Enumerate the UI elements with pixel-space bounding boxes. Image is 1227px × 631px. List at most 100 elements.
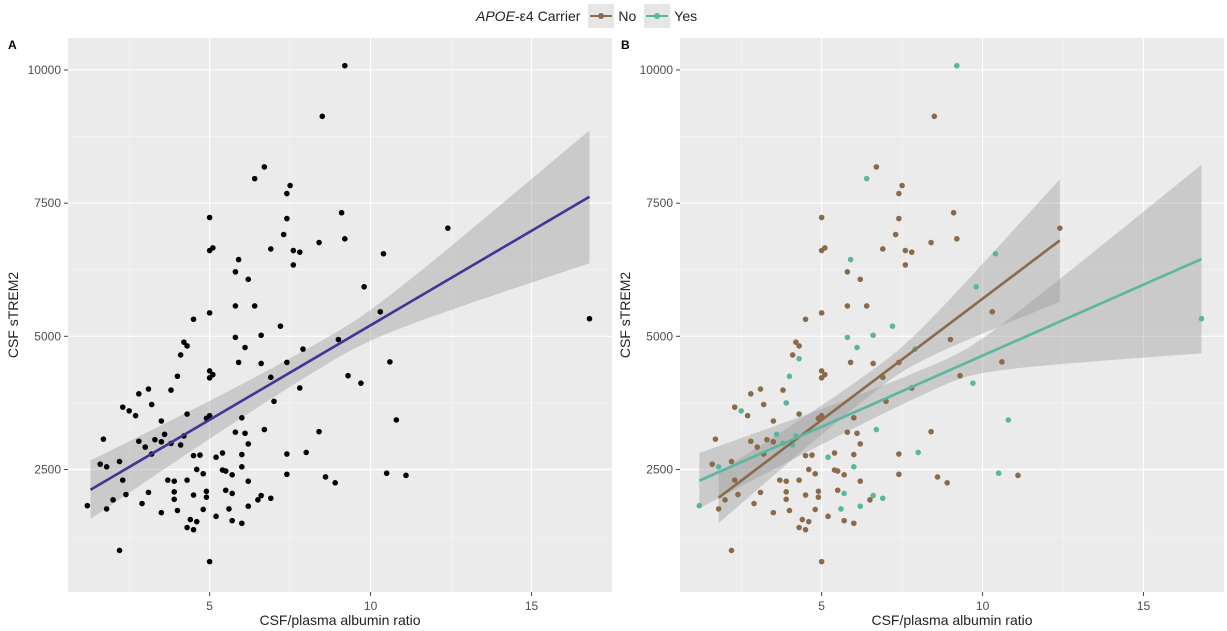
data-point-yes [863, 175, 870, 182]
data-point-all [116, 547, 123, 554]
data-point-all [206, 558, 213, 565]
data-point-no [802, 526, 809, 533]
data-point-all [232, 429, 239, 435]
data-point-all [267, 495, 274, 502]
y-axis-title: CSF sTREM2 [5, 272, 21, 359]
data-point-yes [870, 492, 876, 499]
data-point-all [242, 430, 248, 437]
data-point-all [193, 466, 200, 473]
data-point-all [184, 524, 190, 531]
data-point-all [284, 451, 290, 457]
data-point-all [103, 464, 110, 470]
y-tick-label: 5000 [646, 329, 673, 343]
data-point-all [190, 452, 197, 459]
data-point-no [793, 339, 799, 345]
data-point-all [161, 431, 168, 438]
data-point-no [802, 492, 809, 498]
y-tick-label: 10000 [640, 63, 674, 77]
data-point-no [796, 524, 802, 531]
data-point-no [1057, 225, 1063, 231]
data-point-all [258, 360, 264, 367]
legend: APOE-ε4 Carrier No Yes [476, 3, 697, 29]
data-point-all [158, 418, 165, 424]
data-point-yes [715, 464, 722, 470]
data-point-all [345, 372, 351, 379]
data-point-no [896, 190, 902, 197]
data-point-all [142, 444, 149, 450]
data-point-all [232, 269, 239, 275]
data-point-all [277, 323, 284, 329]
x-axis-title: CSF/plasma albumin ratio [259, 612, 420, 628]
data-point-no [879, 246, 886, 252]
y-axis-title: CSF sTREM2 [617, 272, 633, 359]
data-point-all [222, 487, 229, 494]
legend-title: APOE-ε4 [476, 8, 534, 24]
data-point-no [854, 430, 860, 437]
data-point-no [931, 113, 938, 120]
data-point-no [857, 276, 864, 283]
data-point-all [136, 391, 142, 397]
data-point-all [316, 428, 322, 435]
data-point-no [902, 262, 909, 268]
data-point-all [139, 500, 145, 507]
data-point-all [226, 506, 232, 512]
data-point-no [728, 458, 735, 465]
data-point-no [760, 401, 767, 408]
data-point-all [284, 190, 290, 197]
data-point-all [255, 497, 261, 503]
data-point-no [1015, 472, 1021, 479]
data-point-no [818, 247, 825, 254]
data-point-all [203, 494, 210, 500]
data-point-all [267, 246, 274, 252]
data-point-no [786, 507, 793, 514]
data-point-no [841, 472, 847, 478]
data-point-all [235, 359, 242, 366]
x-axis-title: CSF/plasma albumin ratio [871, 612, 1032, 628]
data-point-all [258, 492, 264, 499]
data-point-no [873, 164, 880, 170]
data-point-all [242, 344, 248, 351]
data-point-yes [1005, 417, 1012, 423]
data-point-all [97, 461, 103, 467]
data-point-all [184, 343, 190, 349]
data-point-all [383, 470, 390, 477]
data-point-no [896, 215, 902, 222]
data-point-all [152, 436, 158, 443]
data-point-all [239, 520, 245, 527]
data-point-all [342, 236, 348, 242]
data-point-no [783, 478, 790, 485]
data-point-yes [696, 502, 703, 509]
data-point-yes [838, 506, 844, 512]
data-point-all [377, 309, 384, 315]
data-point-no [815, 415, 822, 422]
data-point-all [174, 507, 181, 514]
data-point-yes [786, 373, 793, 380]
confidence-band-no [718, 179, 1060, 524]
data-point-no [999, 359, 1005, 365]
y-tick-label: 5000 [34, 329, 61, 343]
data-point-all [380, 250, 387, 257]
data-point-no [851, 520, 857, 527]
data-point-no [818, 558, 825, 565]
data-point-no [851, 451, 857, 458]
data-point-all [261, 426, 268, 433]
data-point-all [290, 262, 297, 268]
data-point-no [950, 209, 957, 216]
data-point-no [728, 547, 735, 554]
data-point-all [284, 359, 290, 366]
data-point-no [825, 513, 831, 520]
data-point-all [100, 436, 107, 442]
legend-title-symbol: ε4 [519, 8, 534, 24]
fit-line-no [717, 239, 1061, 499]
data-point-all [338, 209, 345, 216]
data-point-all [316, 239, 322, 246]
data-point-no [770, 509, 777, 516]
y-tick-label: 7500 [646, 196, 673, 210]
data-point-all [206, 368, 213, 374]
data-point-all [239, 415, 245, 421]
data-point-all [280, 231, 287, 238]
data-point-all [332, 479, 338, 486]
legend-title-prefix: APOE- [476, 8, 520, 24]
data-point-no [802, 316, 809, 323]
